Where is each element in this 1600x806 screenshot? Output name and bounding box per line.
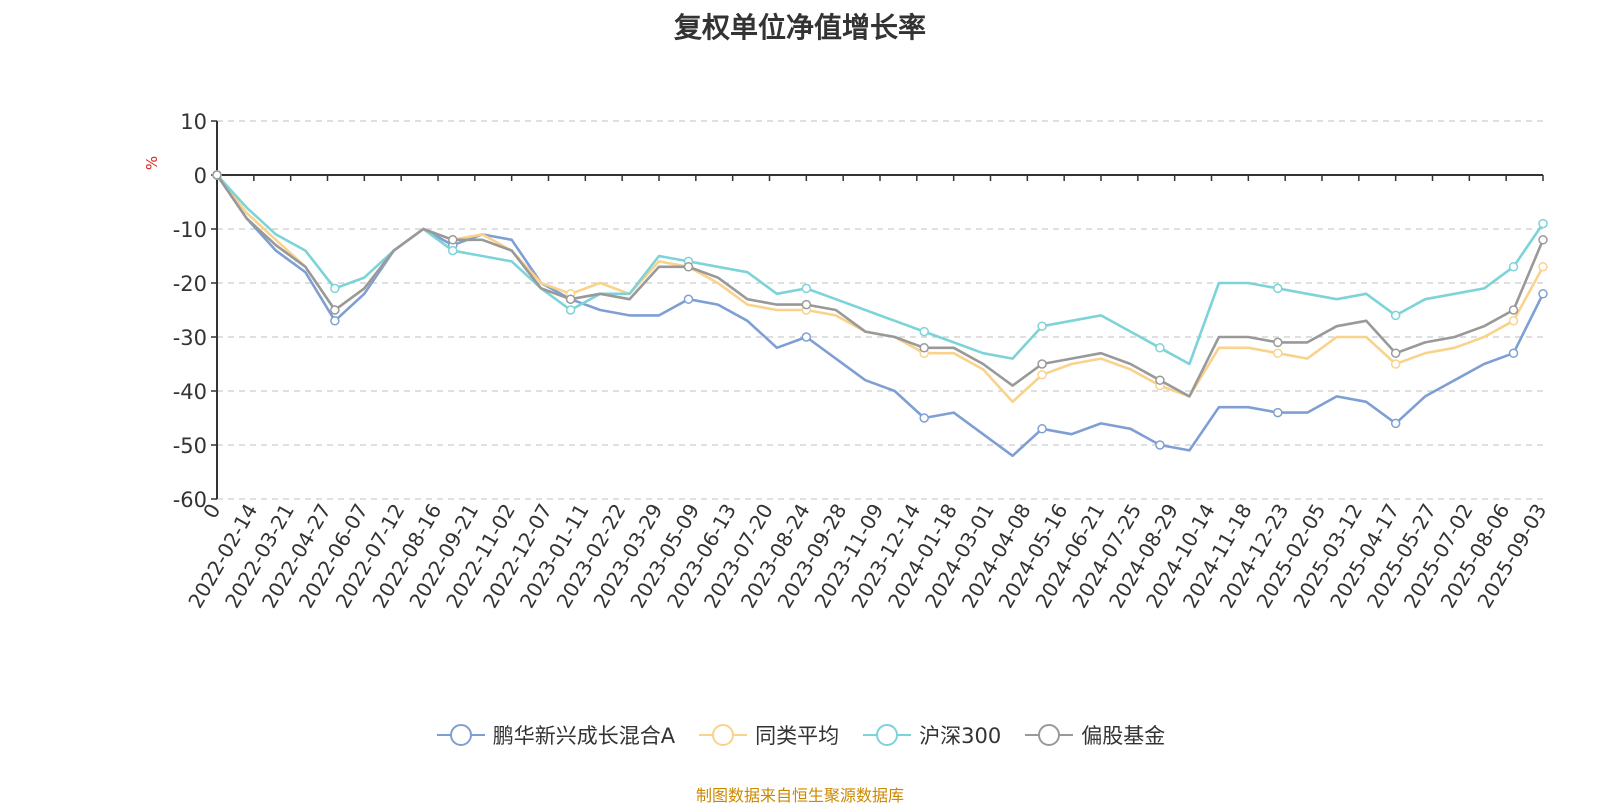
data-point xyxy=(683,262,694,272)
y-tick-label: -60 xyxy=(173,488,207,512)
x-tick-label: 0 xyxy=(198,500,225,523)
data-point xyxy=(330,283,340,294)
data-point xyxy=(1037,370,1047,380)
legend-label: 同类平均 xyxy=(755,724,840,748)
data-point xyxy=(1390,359,1401,369)
data-point xyxy=(1538,289,1548,299)
data-point xyxy=(330,305,340,315)
legend: 鹏华新兴成长混合A 同类平均 沪深300 偏股基金 xyxy=(0,720,1600,750)
data-point xyxy=(447,245,458,256)
data-point xyxy=(1155,343,1165,353)
data-point xyxy=(1508,262,1519,272)
axes: 100-10-20-30-40-50-6002022-02-142022-03-… xyxy=(173,110,1552,612)
legend-marker-icon xyxy=(1025,724,1074,746)
series-1 xyxy=(212,170,1548,404)
series-0 xyxy=(212,170,1548,458)
data-point xyxy=(1390,418,1401,429)
data-point xyxy=(1273,348,1283,358)
data-point xyxy=(565,294,576,304)
y-tick-label: 0 xyxy=(194,164,207,188)
data-point xyxy=(1037,424,1047,434)
data-point xyxy=(212,170,222,180)
data-point xyxy=(330,316,340,326)
data-point xyxy=(1538,218,1548,229)
data-point xyxy=(1508,348,1519,358)
data-point xyxy=(1273,407,1283,418)
data-point xyxy=(1390,348,1401,358)
data-point xyxy=(447,235,458,245)
data-point xyxy=(565,305,576,315)
series-3 xyxy=(212,170,1548,398)
legend-label: 沪深300 xyxy=(919,724,1002,748)
data-point xyxy=(1155,375,1165,385)
data-point xyxy=(1273,337,1283,348)
data-point xyxy=(919,326,929,337)
legend-item[interactable]: 鹏华新兴成长混合A xyxy=(435,720,675,750)
gridlines xyxy=(217,120,1543,500)
series-line xyxy=(215,174,1545,404)
y-axis-label: % xyxy=(143,156,161,170)
source-note: 制图数据来自恒生聚源数据库 xyxy=(695,786,904,805)
data-point xyxy=(683,294,694,304)
data-point xyxy=(919,343,929,353)
data-point xyxy=(1508,316,1519,326)
data-point xyxy=(801,299,812,310)
line-chart: 100-10-20-30-40-50-6002022-02-142022-03-… xyxy=(143,110,1552,612)
legend-item[interactable]: 沪深300 xyxy=(861,720,1001,750)
legend-item[interactable]: 同类平均 xyxy=(697,720,839,750)
series-line xyxy=(215,174,1545,398)
chart-title: 复权单位净值增长率 xyxy=(673,11,926,44)
data-point xyxy=(1273,283,1283,294)
legend-label: 鹏华新兴成长混合A xyxy=(492,724,676,748)
y-tick-label: -40 xyxy=(173,380,207,404)
data-point xyxy=(801,283,812,294)
y-tick-label: -10 xyxy=(173,218,207,242)
legend-marker-icon xyxy=(436,724,485,746)
data-point xyxy=(1508,305,1519,315)
legend-marker-icon xyxy=(699,724,748,746)
data-point xyxy=(1390,310,1401,321)
series-line xyxy=(215,174,1545,458)
y-tick-label: -50 xyxy=(173,434,207,458)
y-tick-label: -20 xyxy=(173,272,207,296)
data-point xyxy=(801,332,812,342)
legend-marker-icon xyxy=(863,724,912,746)
legend-item[interactable]: 偏股基金 xyxy=(1023,720,1165,750)
data-point xyxy=(1037,321,1047,331)
data-point xyxy=(1538,262,1548,272)
y-tick-label: 10 xyxy=(180,110,207,134)
legend-label: 偏股基金 xyxy=(1081,724,1166,748)
series-line xyxy=(216,174,1545,366)
data-point xyxy=(1155,440,1165,450)
series-lines xyxy=(212,170,1548,458)
y-tick-label: -30 xyxy=(173,326,207,350)
data-point xyxy=(1538,235,1548,245)
data-point xyxy=(1037,359,1047,369)
data-point xyxy=(919,413,929,423)
